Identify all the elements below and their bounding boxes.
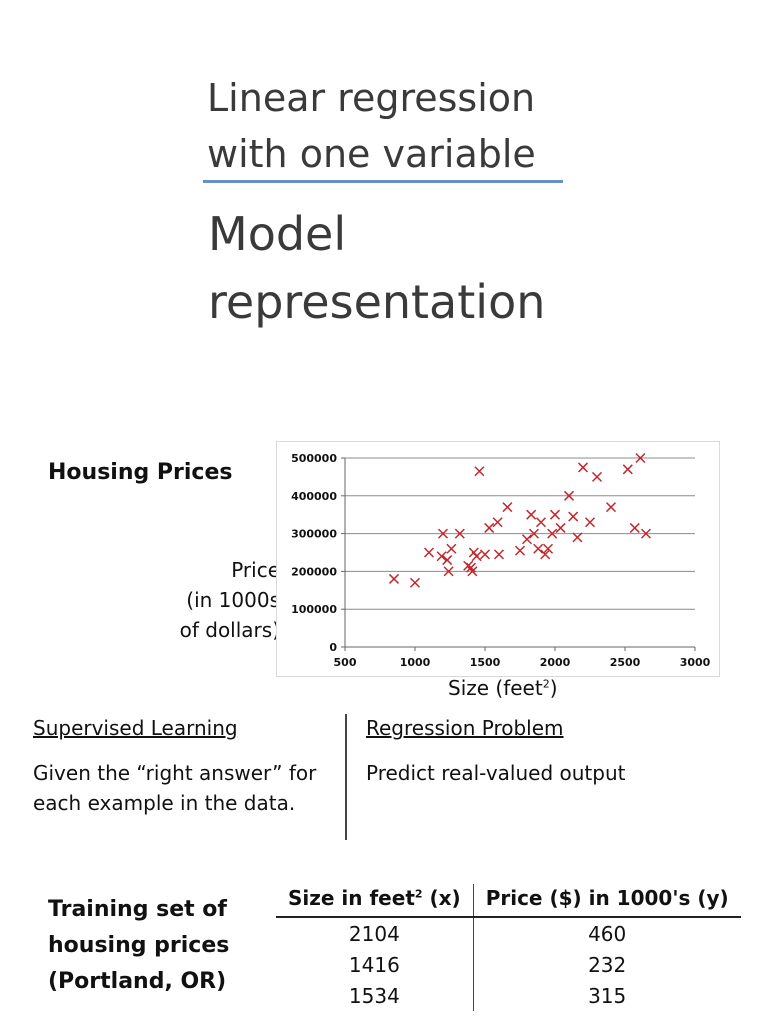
data-point <box>577 462 589 473</box>
data-point <box>605 502 617 513</box>
data-point <box>535 517 547 528</box>
supervised-text-line1: Given the “right answer” for <box>33 761 317 785</box>
column-divider <box>345 714 347 840</box>
supervised-learning-text: Given the “right answer” for each exampl… <box>33 758 316 818</box>
data-point <box>514 545 526 556</box>
section-heading: Linear regression with one variable <box>207 70 536 182</box>
data-point <box>484 522 495 533</box>
heading-divider <box>203 180 563 183</box>
y-label-line1: Price <box>231 558 280 582</box>
table-row: 1416 232 <box>276 949 741 980</box>
data-point <box>471 551 482 562</box>
data-point <box>492 517 503 528</box>
size-header-sup: 2 <box>414 887 423 901</box>
slide-title-line1: Model <box>208 207 347 261</box>
training-title-line1: Training set of <box>48 897 227 922</box>
training-title-line3: (Portland, OR) <box>48 969 227 994</box>
y-label-line3: of dollars) <box>179 618 280 642</box>
data-point <box>622 464 633 475</box>
training-set-table: Size in feet2 (x) Price ($) in 1000's (y… <box>276 884 741 1011</box>
y-tick-label: 100000 <box>291 603 337 616</box>
data-point <box>572 532 583 543</box>
x-label-sup: 2 <box>542 677 550 691</box>
data-point <box>442 555 453 566</box>
supervised-learning-heading: Supervised Learning <box>33 716 238 740</box>
supervised-text-line2: each example in the data. <box>33 791 296 815</box>
section-heading-line1: Linear regression <box>207 76 536 120</box>
data-point <box>388 573 400 584</box>
data-point <box>521 534 533 545</box>
table-row: 1534 315 <box>276 980 741 1011</box>
chart-y-axis-label: Price (in 1000s of dollars) <box>150 555 280 645</box>
size-cell: 1534 <box>276 980 474 1011</box>
y-tick-label: 400000 <box>291 490 337 503</box>
data-point <box>629 522 640 533</box>
scatter-chart: 0 100000 200000 300000 400000 500000 500 1000 15… <box>291 452 711 669</box>
price-cell: 315 <box>588 983 627 1008</box>
x-tick-label: 1000 <box>400 656 431 669</box>
x-tick-label: 2000 <box>540 656 571 669</box>
regression-problem-heading: Regression Problem <box>366 716 564 740</box>
x-tick-label: 2500 <box>610 656 641 669</box>
training-set-title: Training set of housing prices (Portland… <box>48 892 229 1000</box>
slide-title: Model representation <box>208 200 545 336</box>
data-point <box>502 502 513 513</box>
section-heading-line2: with one variable <box>207 132 536 176</box>
data-point <box>423 547 435 558</box>
x-label-prefix: Size (feet <box>448 676 543 700</box>
data-point <box>454 528 465 539</box>
x-tick-label: 500 <box>334 656 357 669</box>
data-point <box>493 549 505 560</box>
data-point <box>528 528 540 539</box>
training-title-line2: housing prices <box>48 933 230 958</box>
data-point <box>542 543 554 554</box>
x-label-suffix: ) <box>549 676 558 700</box>
size-header-suffix: (x) <box>422 886 461 910</box>
table-header-row: Size in feet2 (x) Price ($) in 1000's (y… <box>276 884 741 918</box>
y-tick-label: 0 <box>329 641 337 654</box>
price-cell: 460 <box>588 921 627 946</box>
data-point <box>437 528 449 539</box>
data-point <box>540 549 551 560</box>
size-column-header: Size in feet2 (x) <box>276 884 474 918</box>
data-point <box>640 528 652 539</box>
data-point <box>635 452 646 464</box>
y-tick-label: 300000 <box>291 528 337 541</box>
data-point <box>474 466 485 477</box>
slide-title-line2: representation <box>208 275 546 329</box>
data-point <box>443 566 454 577</box>
price-column-header: Price ($) in 1000's (y) <box>473 884 741 918</box>
y-tick-label: 200000 <box>291 565 337 578</box>
data-point <box>549 509 561 520</box>
data-point <box>526 509 537 520</box>
data-point <box>584 517 596 528</box>
size-header-text: Size in feet <box>288 886 415 910</box>
data-point <box>533 543 544 554</box>
scatter-chart-frame: 0 100000 200000 300000 400000 500000 500 1000 15… <box>276 441 720 677</box>
x-tick-label: 1500 <box>470 656 501 669</box>
price-cell: 232 <box>588 952 627 977</box>
size-cell: 1416 <box>276 949 474 980</box>
regression-problem-text: Predict real-valued output <box>366 761 626 785</box>
housing-prices-title: Housing Prices <box>48 460 233 485</box>
size-cell: 2104 <box>276 917 474 949</box>
data-point <box>547 528 558 539</box>
data-point <box>467 566 478 577</box>
data-point <box>591 471 603 482</box>
chart-x-axis-label: Size (feet2) <box>448 676 558 700</box>
x-tick-label: 3000 <box>680 656 711 669</box>
y-label-line2: (in 1000s <box>186 588 280 612</box>
data-point <box>446 543 457 554</box>
data-point <box>436 551 447 562</box>
data-point <box>563 490 575 501</box>
data-point <box>409 577 421 588</box>
y-tick-label: 500000 <box>291 452 337 465</box>
data-point <box>555 522 566 533</box>
data-point <box>479 549 491 560</box>
data-point <box>568 511 579 522</box>
table-row: 2104 460 <box>276 917 741 949</box>
